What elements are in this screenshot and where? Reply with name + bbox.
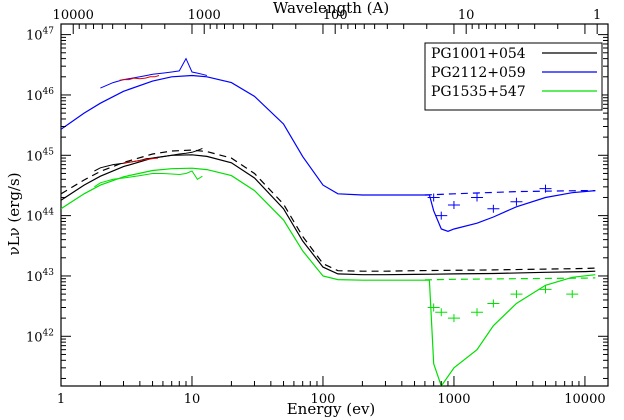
x-tick-label: 10000 [564, 392, 605, 407]
legend-label: PG1001+054 [431, 46, 526, 62]
data-point-pg1535-547 [427, 303, 440, 312]
data-point-pg1535-547 [471, 308, 484, 317]
x2-tick-label: 100 [323, 8, 348, 23]
y-tick-label: 1047 [26, 27, 54, 44]
x2-tick-label: 1000 [188, 8, 221, 23]
x-tick-label: 1000 [437, 392, 470, 407]
x-tick-label: 100 [311, 392, 336, 407]
series-data-pg1535-547 [94, 170, 203, 188]
series-group [61, 57, 596, 386]
data-point-pg2112-059 [510, 197, 523, 206]
data-point-pg1535-547 [487, 299, 500, 308]
series-dashed-pg1001-054 [61, 149, 596, 272]
data-point-pg1535-547 [539, 285, 552, 294]
x-tick-label: 10 [184, 392, 201, 407]
x-tick-label: 1 [57, 392, 65, 407]
data-point-pg1535-547 [435, 308, 448, 317]
y-tick-label: 1045 [26, 147, 54, 164]
series-line-pg1535-547 [61, 167, 596, 386]
legend: PG1001+054 PG2112+059 PG1535+547 [424, 42, 603, 111]
y-axis-title: νLν (erg/s) [5, 172, 23, 255]
legend-box [424, 42, 603, 111]
x2-tick-label: 10 [458, 8, 475, 23]
data-point-pg1535-547 [447, 314, 460, 323]
y-tick-label: 1042 [26, 328, 54, 345]
series-data-unlabelled [119, 75, 160, 81]
data-point-pg2112-059 [471, 193, 484, 202]
legend-label: PG2112+059 [431, 65, 526, 81]
x2-tick-label: 10000 [53, 8, 94, 23]
data-point-pg2112-059 [447, 201, 460, 209]
y-tick-label: 1046 [26, 87, 54, 104]
series-layer [61, 57, 596, 386]
y-tick-label: 1043 [26, 268, 54, 285]
data-point-pg1535-547 [510, 290, 523, 299]
series-data-unlabelled [123, 157, 159, 164]
plot-border [60, 23, 609, 387]
data-point-pg2112-059 [539, 184, 552, 193]
data-point-pg2112-059 [487, 204, 500, 213]
legend-label: PG1535+547 [431, 84, 526, 100]
data-point-pg2112-059 [435, 211, 448, 220]
x2-tick-label: 1 [593, 8, 601, 23]
series-data-pg1001-054 [94, 147, 203, 172]
x2-axis-title: Wavelength (A) [273, 0, 389, 17]
data-point-pg2112-059 [427, 193, 440, 202]
series-line-pg1001-054 [61, 154, 596, 276]
plot-frame [60, 23, 609, 387]
y-tick-label: 1044 [26, 208, 54, 225]
series-data-pg2112-059 [100, 57, 208, 89]
x-axis-title: Energy (ev) [287, 400, 376, 418]
series-line-pg2112-059 [61, 74, 596, 232]
axis-layer: 1 10 100 1000 10000 10000 1000 100 10 1 1042 1043 10… [26, 8, 608, 407]
data-point-pg1535-547 [566, 290, 579, 299]
